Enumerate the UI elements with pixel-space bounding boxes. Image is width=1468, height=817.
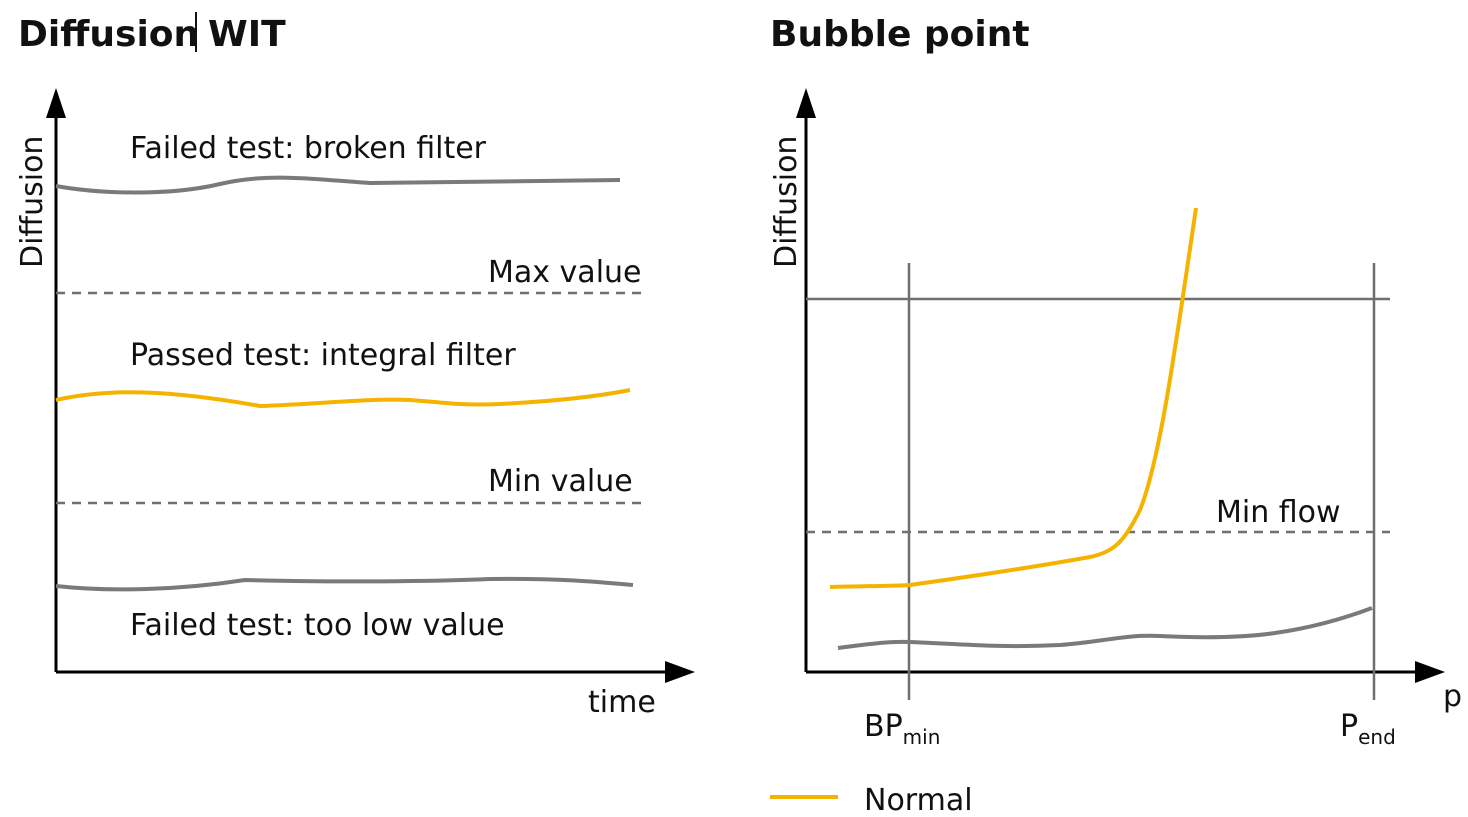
legend: Normal bbox=[770, 783, 973, 817]
label-min-value: Min value bbox=[488, 464, 633, 499]
left-title-diffusion: Diffusion bbox=[18, 14, 199, 55]
label-p-end: Pend bbox=[1340, 709, 1396, 749]
left-y-label: Diffusion bbox=[15, 136, 50, 268]
right-axes bbox=[796, 88, 1445, 683]
curve-too-low bbox=[55, 576, 634, 592]
label-max-value: Max value bbox=[488, 255, 642, 290]
label-broken-filter: Failed test: broken filter bbox=[130, 131, 487, 166]
curve-normal bbox=[829, 207, 1198, 589]
curve-broken-filter bbox=[55, 175, 621, 195]
curve-integral-filter bbox=[55, 388, 631, 409]
right-y-label: Diffusion bbox=[769, 136, 804, 268]
left-axes bbox=[46, 88, 695, 683]
right-title: Bubble point bbox=[770, 14, 1030, 55]
curve-failed-bubble bbox=[837, 606, 1373, 650]
label-integral-filter: Passed test: integral filter bbox=[130, 338, 516, 373]
left-title-wit: WIT bbox=[208, 14, 286, 55]
label-min-flow: Min flow bbox=[1216, 495, 1341, 530]
label-too-low: Failed test: too low value bbox=[130, 608, 505, 643]
right-x-label: p bbox=[1443, 679, 1462, 714]
legend-normal-label: Normal bbox=[864, 783, 973, 817]
left-x-label: time bbox=[588, 685, 656, 720]
label-bp-min: BPmin bbox=[864, 709, 940, 749]
